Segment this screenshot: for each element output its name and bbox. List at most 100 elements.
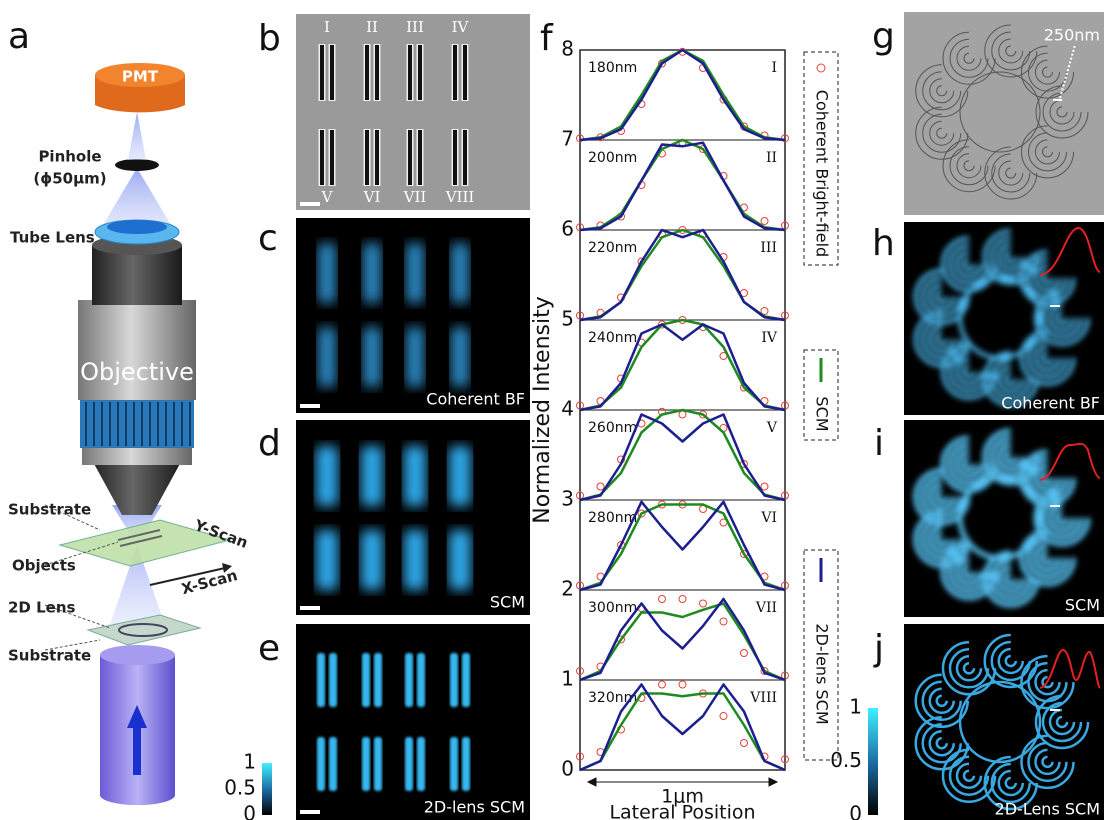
- swirl: [949, 146, 989, 186]
- swirl: [1019, 329, 1076, 386]
- swirl: [962, 662, 976, 675]
- data-point: [760, 307, 769, 315]
- panel-label: b: [258, 18, 281, 59]
- image: [904, 222, 1104, 415]
- swirl: [928, 729, 955, 757]
- slit: [365, 45, 369, 100]
- swirl: [961, 456, 977, 472]
- swirl: [991, 31, 1031, 71]
- swirl: [956, 45, 982, 71]
- ring: [913, 228, 1090, 408]
- profile-size: 320nm: [588, 690, 637, 706]
- swirl: [1040, 470, 1055, 486]
- swirl: [928, 687, 955, 715]
- colorbar-tick-label: 0: [849, 802, 862, 820]
- markers: [1050, 44, 1076, 711]
- swirl: [948, 755, 990, 796]
- blob: [316, 446, 338, 506]
- data-point: [760, 667, 769, 675]
- y-tick-label: 5: [561, 307, 574, 331]
- swirl: [927, 524, 957, 554]
- sem-numeral: I: [324, 18, 330, 36]
- swirl: [920, 318, 963, 361]
- swirl: [1047, 503, 1077, 533]
- swirl: [989, 358, 1032, 401]
- swirl: [929, 120, 955, 146]
- x-span-arrow: [586, 777, 779, 787]
- blob: [317, 737, 325, 791]
- data-point: [699, 599, 707, 608]
- swirl: [989, 557, 1033, 601]
- data-point: [576, 752, 584, 761]
- swirl: [990, 640, 1032, 682]
- data-line: [579, 138, 786, 232]
- swirl: [1003, 372, 1018, 387]
- panel-label: c: [258, 218, 278, 259]
- data-line: [579, 597, 786, 682]
- blob: [450, 653, 458, 707]
- swirl: [1004, 776, 1018, 790]
- data-point: [637, 509, 646, 518]
- profile-size: 260nm: [588, 420, 637, 436]
- schematic-label: Pinhole: [38, 148, 101, 166]
- slit: [330, 45, 334, 100]
- swirl: [989, 235, 1032, 278]
- sem-numeral: VIII: [445, 188, 475, 206]
- swirl: [1021, 125, 1074, 179]
- ring-inner: [958, 680, 1042, 764]
- y-axis-label: Normalized Intensity: [530, 296, 555, 524]
- swirl: [929, 78, 955, 104]
- image-caption: Coherent BF: [1001, 394, 1100, 413]
- panel-label: d: [258, 423, 281, 464]
- blob: [450, 737, 458, 791]
- image-caption: Coherent BF: [426, 390, 525, 409]
- swirl: [1035, 85, 1089, 139]
- slit: [330, 130, 334, 185]
- swirl: [1003, 449, 1019, 465]
- swirl: [921, 722, 962, 764]
- swirl: [948, 350, 990, 393]
- ring: [914, 633, 1090, 811]
- slit: [375, 45, 379, 100]
- swirl: [920, 475, 964, 519]
- y-tick-label: 4: [561, 397, 574, 421]
- blob: [374, 653, 382, 707]
- ring: [915, 24, 1089, 200]
- profile-chart: 0 1 2 3 4 5 6 7 8 Normalized Intensity 1μmLateral …: [530, 37, 839, 820]
- data-line: [579, 323, 786, 412]
- ring-inner: [959, 71, 1041, 153]
- data-point: [678, 410, 687, 419]
- swirl: [997, 647, 1025, 675]
- profile-size: 300nm: [588, 600, 637, 616]
- swirl: [1042, 146, 1053, 158]
- slit: [365, 130, 369, 185]
- y-tick-label: 7: [561, 127, 574, 151]
- slit: [463, 130, 467, 185]
- swirl: [962, 364, 976, 379]
- slit: [408, 130, 412, 185]
- blob: [361, 446, 383, 506]
- swirl: [991, 153, 1031, 193]
- panel-label: j: [873, 628, 884, 669]
- swirl: [915, 106, 969, 160]
- image-caption: SCM: [490, 593, 525, 612]
- data-line: [579, 318, 786, 412]
- data-point: [576, 134, 584, 143]
- data-line: [579, 683, 786, 772]
- sem-slits: I II III IVV VI VII VIII: [318, 18, 475, 206]
- data-point: [719, 617, 728, 626]
- blob: [404, 446, 426, 506]
- swirl: [934, 332, 949, 347]
- profile-numeral: VII: [755, 600, 777, 616]
- schematic-label: Objects: [12, 557, 76, 575]
- legend-marker: [816, 63, 826, 73]
- data-line: [579, 692, 786, 772]
- schematic-label: 2D Lens: [8, 599, 76, 617]
- profile-size: 220nm: [588, 240, 637, 256]
- blob: [449, 446, 471, 506]
- data-point: [781, 134, 789, 143]
- swirl: [1033, 463, 1062, 493]
- swirl: [934, 531, 950, 547]
- swirl: [936, 127, 948, 139]
